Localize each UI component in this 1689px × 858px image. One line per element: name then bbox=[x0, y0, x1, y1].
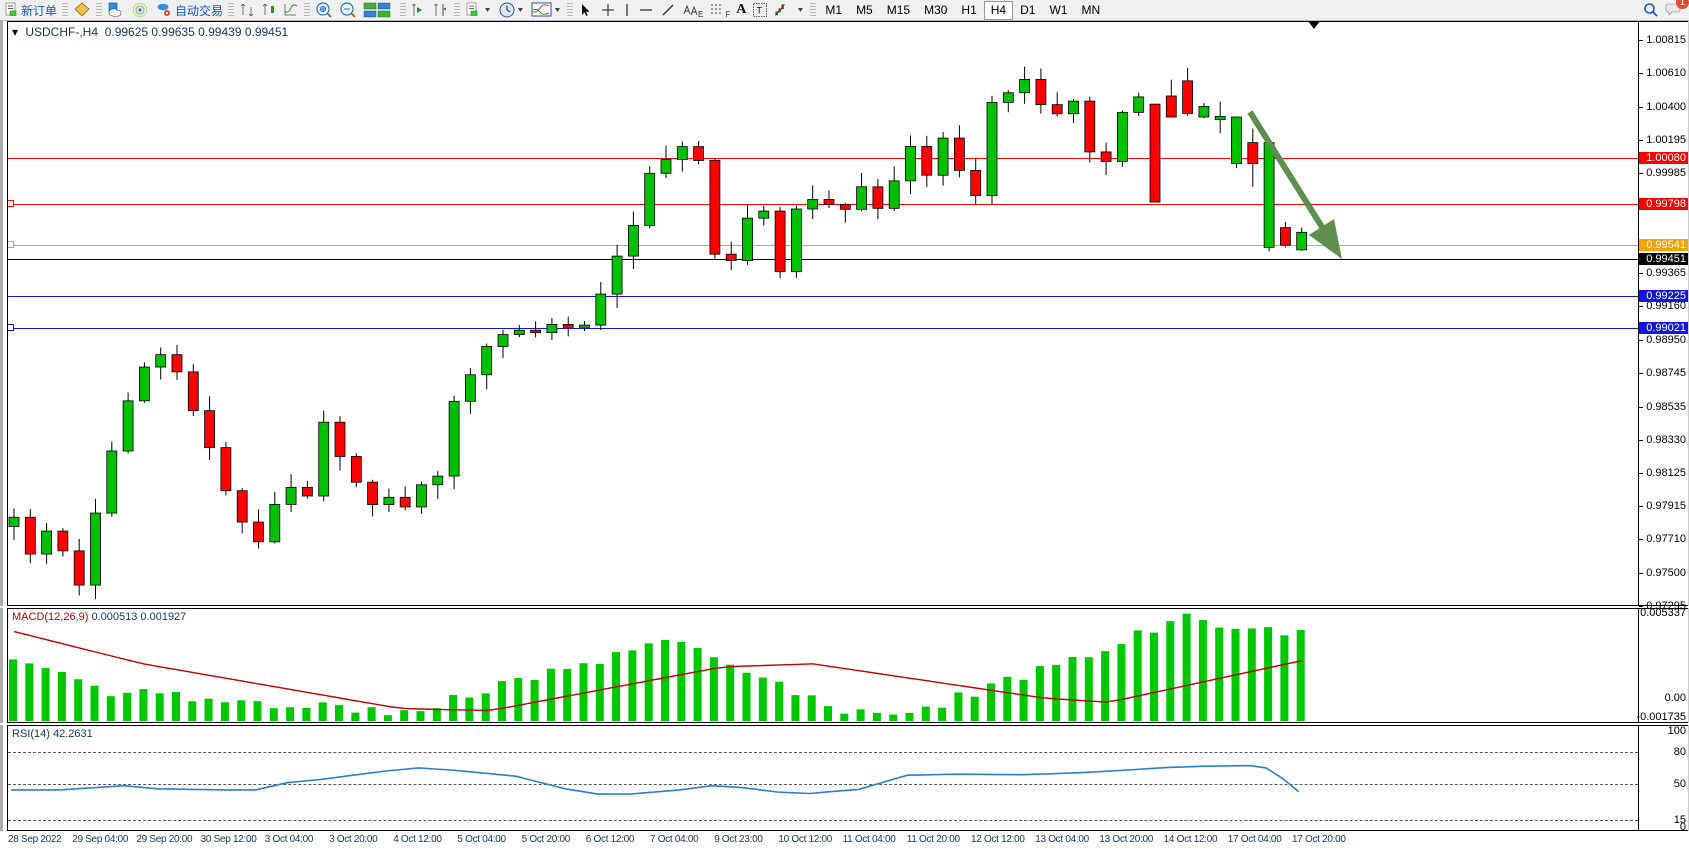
svg-text:T: T bbox=[757, 6, 763, 16]
